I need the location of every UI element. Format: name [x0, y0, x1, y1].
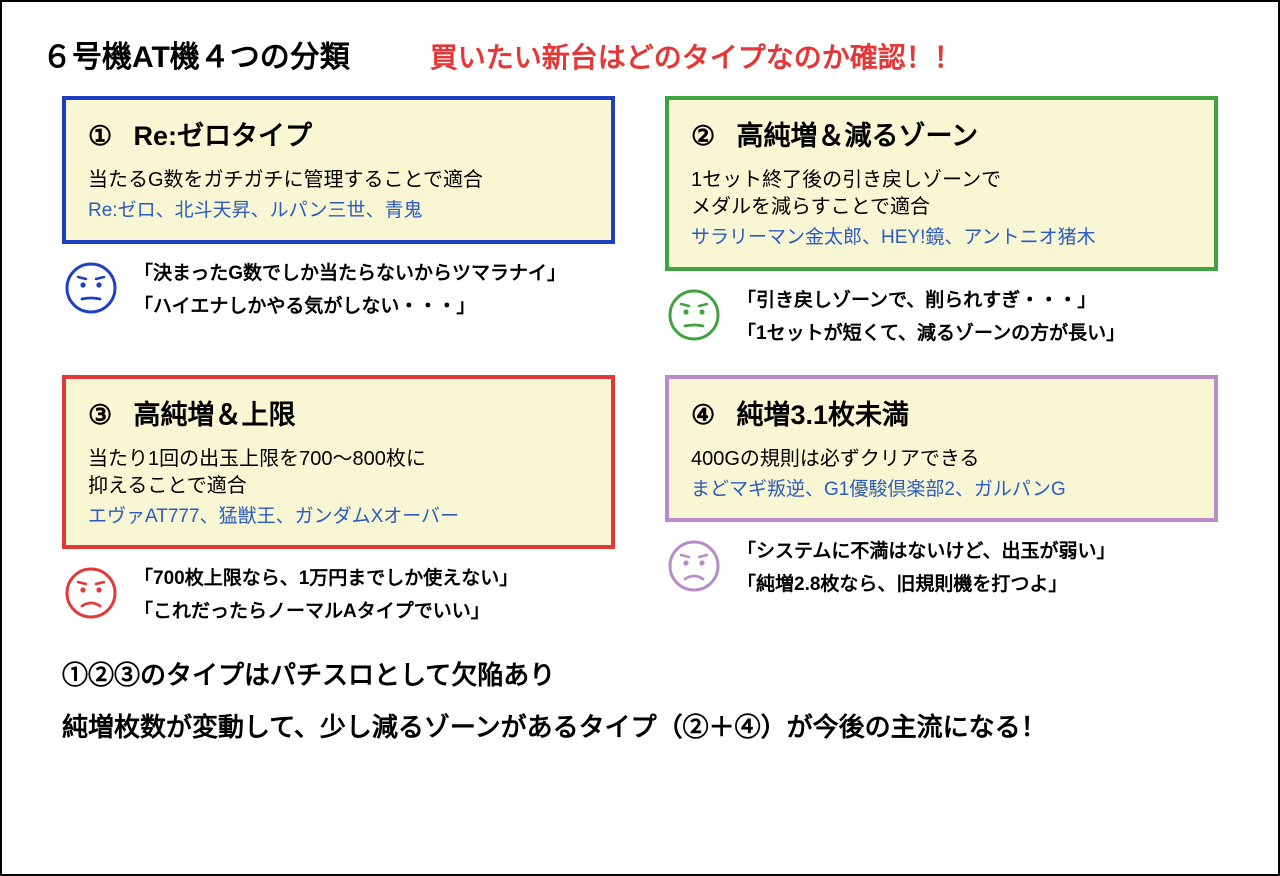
type-examples-2: サラリーマン金太郎、HEY!鏡、アントニオ猪木: [691, 225, 1192, 251]
type-heading-2: ② 高純増＆減るゾーン: [691, 114, 1192, 153]
comment-lines-1: 「決まったG数でしか当たらないからツマラナイ」 「ハイエナしかやる気がしない・・…: [134, 258, 566, 318]
type-grid: ① Re:ゼロタイプ 当たるG数をガチガチに管理することで適合 Re:ゼロ、北斗…: [42, 96, 1238, 641]
page: ６号機AT機４つの分類 買いたい新台はどのタイプなのか確認！！ ① Re:ゼロタ…: [0, 0, 1280, 876]
type-num-4: ④: [691, 400, 729, 431]
type-num-1: ①: [88, 121, 126, 152]
comment-4b: 「純増2.8枚なら、旧規則機を打つよ」: [737, 569, 1115, 596]
type-heading-4: ④ 純増3.1枚未満: [691, 393, 1192, 432]
type-title-2: 高純増＆減るゾーン: [737, 121, 979, 151]
sad-face-icon: [64, 566, 118, 620]
type-cell-1: ① Re:ゼロタイプ 当たるG数をガチガチに管理することで適合 Re:ゼロ、北斗…: [62, 96, 615, 363]
comment-lines-3: 「700枚上限なら、1万円までしか使えない」 「これだったらノーマルAタイプでい…: [134, 563, 518, 623]
type-box-1: ① Re:ゼロタイプ 当たるG数をガチガチに管理することで適合 Re:ゼロ、北斗…: [62, 96, 615, 244]
type-box-3: ③ 高純増＆上限 当たり1回の出玉上限を700〜800枚に抑えることで適合 エヴ…: [62, 375, 615, 550]
comment-2b: 「1セットが短くて、減るゾーンの方が長い」: [737, 318, 1125, 345]
main-title: ６号機AT機４つの分類: [42, 32, 350, 76]
comment-row-4: 「システムに不満はないけど、出玉が弱い」 「純増2.8枚なら、旧規則機を打つよ」: [665, 536, 1218, 596]
type-examples-3: エヴァAT777、猛獣王、ガンダムXオーバー: [88, 504, 589, 530]
type-desc-2: 1セット終了後の引き戻しゾーンでメダルを減らすことで適合: [691, 167, 1192, 221]
footer-line-2: 純増枚数が変動して、少し減るゾーンがあるタイプ（②＋④）が今後の主流になる！: [62, 707, 1218, 749]
comment-lines-2: 「引き戻しゾーンで、削られすぎ・・・」 「1セットが短くて、減るゾーンの方が長い…: [737, 285, 1125, 345]
type-title-3: 高純増＆上限: [134, 400, 296, 430]
header: ６号機AT機４つの分類 買いたい新台はどのタイプなのか確認！！: [42, 32, 1238, 76]
type-box-2: ② 高純増＆減るゾーン 1セット終了後の引き戻しゾーンでメダルを減らすことで適合…: [665, 96, 1218, 271]
type-box-4: ④ 純増3.1枚未満 400Gの規則は必ずクリアできる まどマギ叛逆、G1優駿倶…: [665, 375, 1218, 523]
type-examples-1: Re:ゼロ、北斗天昇、ルパン三世、青鬼: [88, 198, 589, 224]
worried-face-icon: [667, 288, 721, 342]
type-cell-3: ③ 高純増＆上限 当たり1回の出玉上限を700〜800枚に抑えることで適合 エヴ…: [62, 375, 615, 642]
footer: ①②③のタイプはパチスロとして欠陥あり 純増枚数が変動して、少し減るゾーンがある…: [42, 641, 1238, 748]
subtitle: 買いたい新台はどのタイプなのか確認！！: [430, 36, 962, 76]
worried-face-icon: [667, 539, 721, 593]
type-num-2: ②: [691, 121, 729, 152]
type-num-3: ③: [88, 400, 126, 431]
type-title-1: Re:ゼロタイプ: [134, 121, 313, 151]
type-desc-1: 当たるG数をガチガチに管理することで適合: [88, 167, 589, 194]
type-heading-1: ① Re:ゼロタイプ: [88, 114, 589, 153]
type-cell-4: ④ 純増3.1枚未満 400Gの規則は必ずクリアできる まどマギ叛逆、G1優駿倶…: [665, 375, 1218, 642]
comment-2a: 「引き戻しゾーンで、削られすぎ・・・」: [737, 285, 1125, 312]
type-desc-3: 当たり1回の出玉上限を700〜800枚に抑えることで適合: [88, 446, 589, 500]
comment-3b: 「これだったらノーマルAタイプでいい」: [134, 596, 518, 623]
footer-line-1: ①②③のタイプはパチスロとして欠陥あり: [62, 655, 1218, 697]
comment-1a: 「決まったG数でしか当たらないからツマラナイ」: [134, 258, 566, 285]
type-examples-4: まどマギ叛逆、G1優駿倶楽部2、ガルパンG: [691, 477, 1192, 503]
comment-lines-4: 「システムに不満はないけど、出玉が弱い」 「純増2.8枚なら、旧規則機を打つよ」: [737, 536, 1115, 596]
comment-row-2: 「引き戻しゾーンで、削られすぎ・・・」 「1セットが短くて、減るゾーンの方が長い…: [665, 285, 1218, 345]
comment-row-1: 「決まったG数でしか当たらないからツマラナイ」 「ハイエナしかやる気がしない・・…: [62, 258, 615, 318]
comment-1b: 「ハイエナしかやる気がしない・・・」: [134, 291, 566, 318]
type-heading-3: ③ 高純増＆上限: [88, 393, 589, 432]
type-title-4: 純増3.1枚未満: [737, 400, 910, 430]
comment-row-3: 「700枚上限なら、1万円までしか使えない」 「これだったらノーマルAタイプでい…: [62, 563, 615, 623]
comment-3a: 「700枚上限なら、1万円までしか使えない」: [134, 563, 518, 590]
type-desc-4: 400Gの規則は必ずクリアできる: [691, 446, 1192, 473]
worried-face-icon: [64, 261, 118, 315]
type-cell-2: ② 高純増＆減るゾーン 1セット終了後の引き戻しゾーンでメダルを減らすことで適合…: [665, 96, 1218, 363]
comment-4a: 「システムに不満はないけど、出玉が弱い」: [737, 536, 1115, 563]
